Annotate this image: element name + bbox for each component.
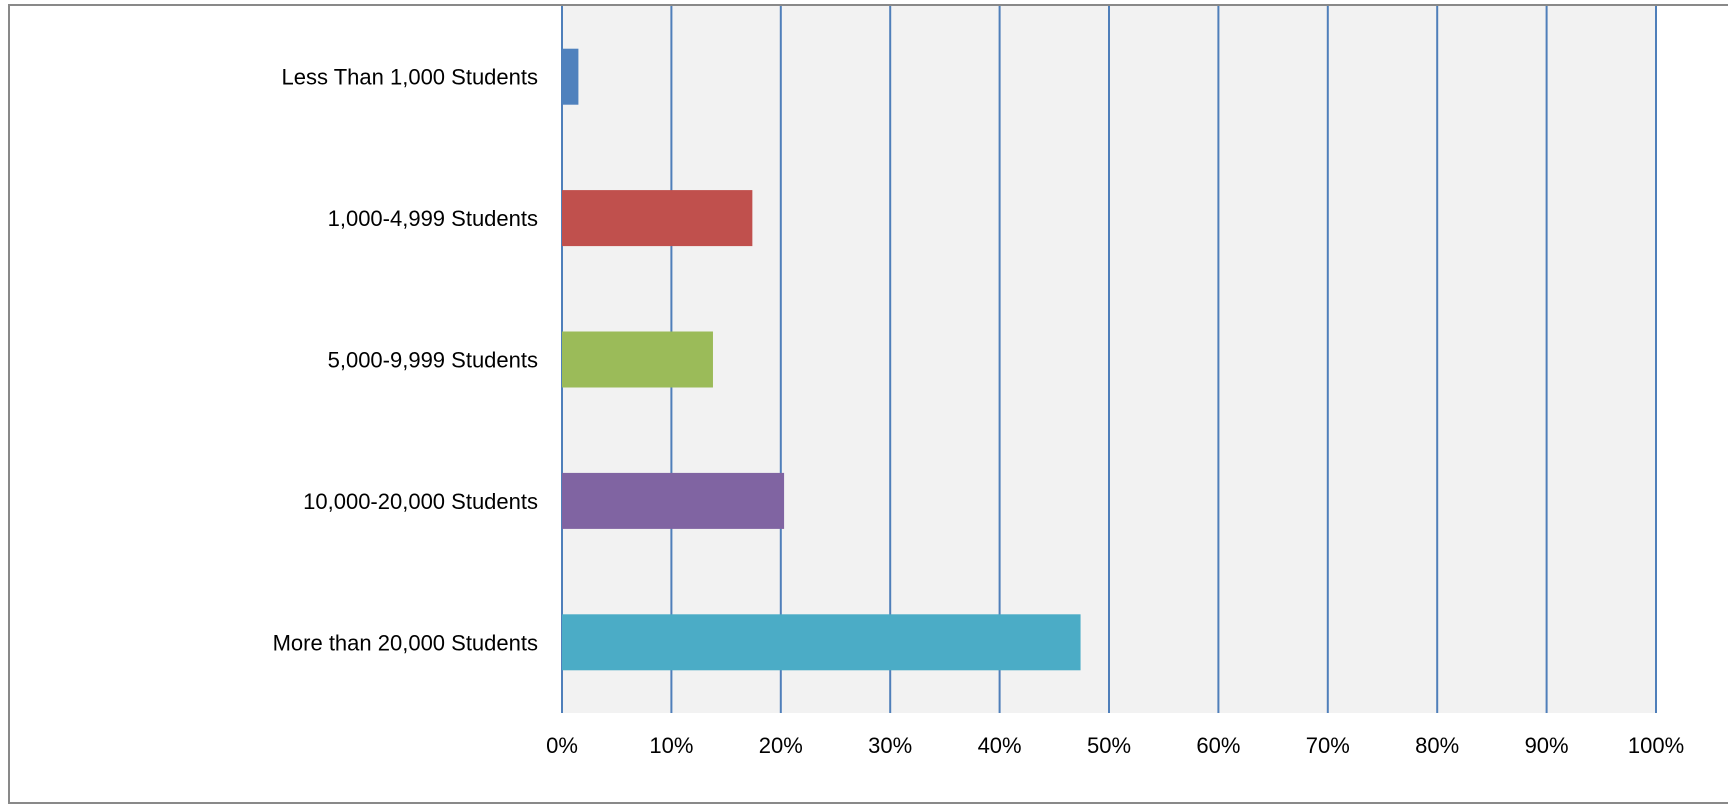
x-tick-label: 20% — [759, 733, 803, 758]
x-tick-label: 70% — [1306, 733, 1350, 758]
x-tick-label: 50% — [1087, 733, 1131, 758]
bar — [562, 472, 785, 529]
x-tick-label: 40% — [978, 733, 1022, 758]
x-tick-label: 100% — [1628, 733, 1684, 758]
x-tick-label: 30% — [868, 733, 912, 758]
category-label: 1,000-4,999 Students — [328, 206, 538, 231]
bar — [562, 331, 713, 388]
category-label: 10,000-20,000 Students — [303, 489, 538, 514]
category-label: 5,000-9,999 Students — [328, 348, 538, 373]
bar — [562, 48, 579, 105]
x-tick-label: 10% — [649, 733, 693, 758]
x-tick-label: 80% — [1415, 733, 1459, 758]
x-tick-label: 60% — [1196, 733, 1240, 758]
x-tick-label: 90% — [1525, 733, 1569, 758]
bar — [562, 190, 753, 247]
category-label: More than 20,000 Students — [273, 630, 538, 655]
bar-chart: Less Than 1,000 Students 1,000-4,999 Stud… — [273, 6, 1684, 758]
bar — [562, 614, 1081, 671]
chart-frame: Less Than 1,000 Students 1,000-4,999 Stud… — [8, 4, 1728, 804]
category-label: Less Than 1,000 Students — [282, 65, 538, 90]
x-tick-label: 0% — [546, 733, 578, 758]
